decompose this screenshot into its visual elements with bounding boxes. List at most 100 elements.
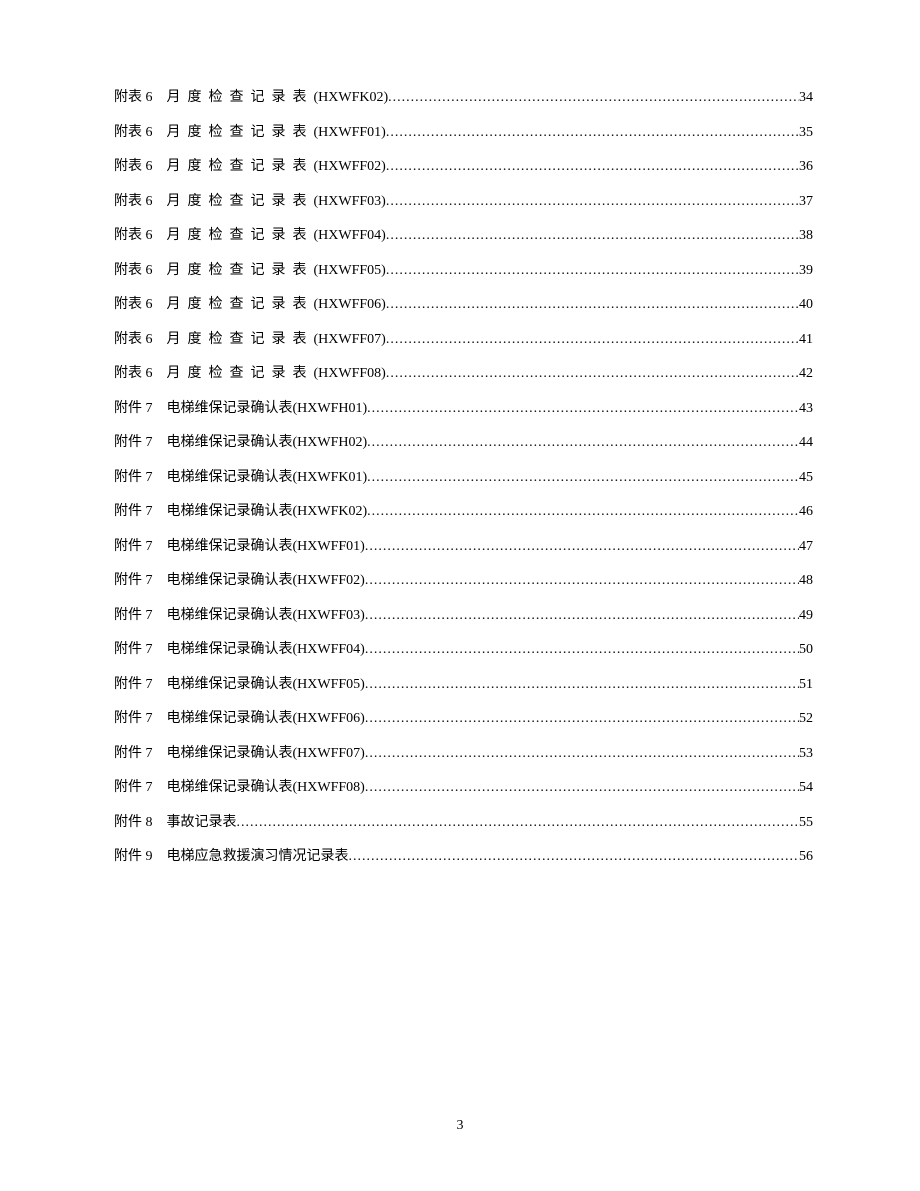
toc-prefix: 附件 8 <box>114 811 153 831</box>
toc-page-number: 46 <box>799 504 813 520</box>
toc-code: (HXWFH02) <box>293 435 368 451</box>
toc-title: 电梯维保记录确认表 <box>167 397 293 417</box>
toc-title: 电梯维保记录确认表 <box>167 638 293 658</box>
toc-title: 月度检查记录表 <box>167 259 314 279</box>
toc-title: 月度检查记录表 <box>167 190 314 210</box>
toc-code: (HXWFF04) <box>293 642 365 658</box>
toc-prefix: 附表 6 <box>114 293 153 313</box>
toc-title: 月度检查记录表 <box>167 121 314 141</box>
toc-page-number: 45 <box>799 470 813 486</box>
toc-page-number: 38 <box>799 228 813 244</box>
toc-prefix: 附表 6 <box>114 121 153 141</box>
toc-leader-dots: ........................................… <box>386 228 799 244</box>
toc-entry: 附件 7 电梯维保记录确认表(HXWFH01)..................… <box>114 397 813 417</box>
toc-leader-dots: ........................................… <box>365 780 799 796</box>
toc-leader-dots: ........................................… <box>349 849 800 865</box>
toc-code: (HXWFF07) <box>314 332 386 348</box>
toc-entry: 附表 6 月度检查记录表(HXWFK02)....................… <box>114 86 813 106</box>
toc-page-number: 54 <box>799 780 813 796</box>
toc-entry: 附件 7电梯维保记录确认表(HXWFF01)..................… <box>114 535 813 555</box>
toc-prefix: 附表 6 <box>114 86 153 106</box>
toc-leader-dots: ........................................… <box>386 366 799 382</box>
toc-code: (HXWFF03) <box>314 194 386 210</box>
toc-leader-dots: ........................................… <box>386 125 799 141</box>
toc-leader-dots: ........................................… <box>365 573 799 589</box>
toc-prefix: 附表 6 <box>114 328 153 348</box>
toc-title: 月度检查记录表 <box>167 224 314 244</box>
toc-entry: 附表 6 月度检查记录表(HXWFF01)....................… <box>114 121 813 141</box>
toc-entry: 附件 7电梯维保记录确认表(HXWFF02)..................… <box>114 569 813 589</box>
toc-title: 月度检查记录表 <box>167 293 314 313</box>
toc-prefix: 附件 7 <box>114 776 153 796</box>
toc-page: 附表 6月度检查记录表(HXWFK02)....................… <box>0 0 920 865</box>
toc-page-number: 55 <box>799 815 813 831</box>
toc-leader-dots: ........................................… <box>388 90 799 106</box>
toc-prefix: 附表 6 <box>114 190 153 210</box>
toc-entry: 附表 6月度检查记录表(HXWFF06)....................… <box>114 293 813 313</box>
toc-page-number: 34 <box>799 90 813 106</box>
toc-entry: 附件 7电梯维保记录确认表(HXWFF05)..................… <box>114 673 813 693</box>
toc-code: (HXWFF08) <box>293 780 365 796</box>
toc-entry: 附件 7电梯维保记录确认表(HXWFF06)..................… <box>114 707 813 727</box>
toc-leader-dots: ........................................… <box>237 815 800 831</box>
toc-entry: 附件 7 电梯维保记录确认表(HXWFH02)..................… <box>114 431 813 451</box>
toc-prefix: 附件 7 <box>114 500 153 520</box>
toc-page-number: 49 <box>799 608 813 624</box>
toc-page-number: 44 <box>799 435 813 451</box>
toc-prefix: 附件 7 <box>114 397 153 417</box>
toc-title: 电梯应急救援演习情况记录表 <box>167 845 349 865</box>
toc-entry: 附件 7电梯维保记录确认表(HXWFK01)..................… <box>114 466 813 486</box>
toc-page-number: 51 <box>799 677 813 693</box>
toc-entry: 附表 6 月度检查记录表(HXWFF04)....................… <box>114 224 813 244</box>
toc-leader-dots: ........................................… <box>386 332 799 348</box>
toc-entry: 附件 7 电梯维保记录确认表(HXWFF08)..................… <box>114 776 813 796</box>
toc-leader-dots: ........................................… <box>365 642 799 658</box>
toc-prefix: 附件 7 <box>114 742 153 762</box>
toc-code: (HXWFF02) <box>314 159 386 175</box>
toc-title: 电梯维保记录确认表 <box>167 431 293 451</box>
toc-leader-dots: ........................................… <box>367 401 799 417</box>
toc-page-number: 41 <box>799 332 813 348</box>
toc-leader-dots: ........................................… <box>365 746 799 762</box>
toc-leader-dots: ........................................… <box>367 435 799 451</box>
toc-page-number: 56 <box>799 849 813 865</box>
toc-entry: 附表 6月度检查记录表(HXWFF05)....................… <box>114 259 813 279</box>
toc-entry: 附件 7 电梯维保记录确认表(HXWFF04)..................… <box>114 638 813 658</box>
toc-code: (HXWFF01) <box>314 125 386 141</box>
toc-code: (HXWFF05) <box>293 677 365 693</box>
toc-page-number: 35 <box>799 125 813 141</box>
toc-title: 月度检查记录表 <box>167 155 314 175</box>
toc-prefix: 附表 6 <box>114 224 153 244</box>
toc-code: (HXWFH01) <box>293 401 368 417</box>
toc-page-number: 40 <box>799 297 813 313</box>
toc-page-number: 47 <box>799 539 813 555</box>
toc-title: 电梯维保记录确认表 <box>167 466 293 486</box>
toc-list: 附表 6月度检查记录表(HXWFK02)....................… <box>114 86 813 865</box>
toc-prefix: 附件 7 <box>114 431 153 451</box>
toc-entry: 附件 8 事故记录表...............................… <box>114 811 813 831</box>
toc-page-number: 50 <box>799 642 813 658</box>
toc-prefix: 附件 9 <box>114 845 153 865</box>
toc-code: (HXWFK02) <box>314 90 389 106</box>
toc-title: 事故记录表 <box>167 811 237 831</box>
toc-prefix: 附件 7 <box>114 707 153 727</box>
toc-title: 月度检查记录表 <box>167 362 314 382</box>
toc-page-number: 39 <box>799 263 813 279</box>
toc-prefix: 附件 7 <box>114 604 153 624</box>
toc-entry: 附件 9 电梯应急救援演习情况记录表.......................… <box>114 845 813 865</box>
toc-title: 电梯维保记录确认表 <box>167 500 293 520</box>
toc-prefix: 附件 7 <box>114 638 153 658</box>
toc-code: (HXWFF01) <box>293 539 365 555</box>
toc-title: 月度检查记录表 <box>167 86 314 106</box>
toc-title: 电梯维保记录确认表 <box>167 776 293 796</box>
toc-code: (HXWFF07) <box>293 746 365 762</box>
toc-title: 电梯维保记录确认表 <box>167 707 293 727</box>
toc-code: (HXWFF04) <box>314 228 386 244</box>
toc-page-number: 48 <box>799 573 813 589</box>
toc-entry: 附表 6月度检查记录表(HXWFF07)....................… <box>114 328 813 348</box>
toc-code: (HXWFF08) <box>314 366 386 382</box>
toc-title: 电梯维保记录确认表 <box>167 742 293 762</box>
page-number: 3 <box>0 1118 920 1134</box>
toc-title: 电梯维保记录确认表 <box>167 535 293 555</box>
toc-leader-dots: ........................................… <box>386 263 799 279</box>
